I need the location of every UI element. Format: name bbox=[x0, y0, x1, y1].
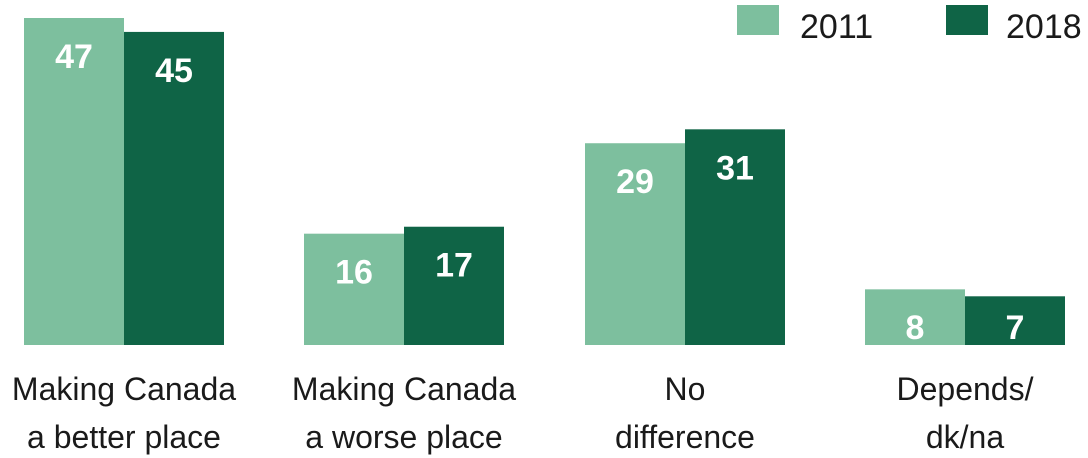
bar-no-difference-2011 bbox=[585, 143, 685, 345]
legend-label-2018: 2018 bbox=[1006, 8, 1082, 46]
data-label-making-canada-a-better-place-2018: 45 bbox=[155, 52, 193, 90]
bar-making-canada-a-worse-place-2011 bbox=[304, 233, 404, 345]
legend: 2011 2018 bbox=[737, 5, 1082, 46]
bar-depends-dk-na-2018 bbox=[965, 296, 1065, 345]
data-label-depends-dk-na-2011: 8 bbox=[906, 309, 925, 347]
bar-depends-dk-na-2011 bbox=[865, 289, 965, 345]
legend-label-2011: 2011 bbox=[800, 8, 873, 46]
category-label-making-canada-a-better-place: Making Canada a better place bbox=[12, 371, 236, 455]
data-label-no-difference-2018: 31 bbox=[716, 149, 754, 187]
bar-no-difference-2018 bbox=[685, 129, 785, 345]
bar-making-canada-a-better-place-2011 bbox=[24, 18, 124, 345]
category-label-making-canada-a-worse-place: Making Canada a worse place bbox=[292, 371, 516, 455]
data-label-no-difference-2011: 29 bbox=[616, 163, 654, 201]
legend-swatch-2011 bbox=[737, 5, 779, 35]
category-label-no-difference: No difference bbox=[615, 371, 755, 455]
bar-making-canada-a-worse-place-2018 bbox=[404, 226, 504, 345]
category-labels: Making Canada a better place Making Canada… bbox=[12, 371, 1034, 455]
legend-swatch-2018 bbox=[946, 5, 988, 35]
category-label-depends-dk-na: Depends/dk/na bbox=[897, 371, 1034, 455]
data-label-depends-dk-na-2018: 7 bbox=[1006, 309, 1025, 347]
data-label-making-canada-a-better-place-2011: 47 bbox=[55, 38, 93, 76]
data-label-making-canada-a-worse-place-2018: 17 bbox=[435, 247, 473, 285]
bars-group: 47 45 16 17 29 31 8 7 bbox=[24, 18, 1065, 347]
data-label-making-canada-a-worse-place-2011: 16 bbox=[335, 254, 373, 292]
bar-making-canada-a-better-place-2018 bbox=[124, 31, 224, 346]
